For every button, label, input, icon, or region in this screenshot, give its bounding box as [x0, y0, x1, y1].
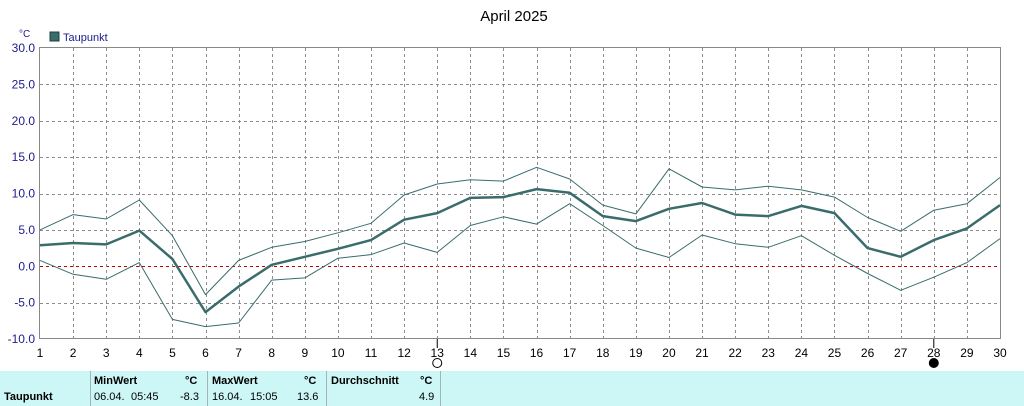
series-line-max [39, 166, 1001, 296]
x-tick-label: 4 [136, 346, 143, 360]
x-tick-label: 1 [37, 346, 44, 360]
x-tick-label: 19 [629, 346, 643, 360]
x-tick-label: 24 [795, 346, 809, 360]
stats-divider [207, 371, 208, 406]
x-tick-label: 7 [235, 346, 242, 360]
min-header: MinWert [94, 375, 138, 387]
x-tick-label: 8 [268, 346, 275, 360]
y-tick-label: 5.0 [18, 223, 35, 237]
x-tick-label: 28 [927, 346, 941, 360]
stats-divider [90, 371, 91, 406]
stats-row-label: Taupunkt [4, 391, 53, 403]
min-time: 05:45 [131, 391, 159, 403]
x-tick-label: 16 [530, 346, 544, 360]
max-header: MaxWert [212, 375, 258, 387]
x-tick-label: 12 [397, 346, 411, 360]
x-tick-label: 13 [431, 346, 445, 360]
y-tick-label: 25.0 [12, 77, 36, 91]
x-tick-label: 29 [960, 346, 974, 360]
x-tick-label: 30 [993, 346, 1007, 360]
min-value: -8.3 [180, 391, 199, 403]
y-tick-label: 15.0 [12, 150, 36, 164]
x-tick-label: 20 [662, 346, 676, 360]
x-tick-label: 10 [331, 346, 345, 360]
x-tick-label: 15 [497, 346, 511, 360]
x-tick-label: 27 [894, 346, 908, 360]
series-lines [39, 166, 1001, 328]
stats-divider [440, 371, 441, 406]
x-tick-label: 5 [169, 346, 176, 360]
series-line-mean [39, 187, 1001, 314]
x-tick-label: 17 [563, 346, 577, 360]
chart-title: April 2025 [480, 8, 548, 25]
avg-unit: °C [420, 375, 433, 387]
x-tick-label: 11 [365, 346, 378, 360]
y-tick-label: 20.0 [12, 114, 36, 128]
x-tick-label: 25 [828, 346, 842, 360]
y-tick-label: -10.0 [8, 332, 36, 346]
x-tick-label: 23 [762, 346, 776, 360]
y-tick-label: -5.0 [14, 296, 35, 310]
y-tick-label: 0.0 [18, 259, 35, 273]
x-tick-label: 2 [70, 346, 77, 360]
min-date: 06.04. [94, 391, 125, 403]
max-value: 13.6 [297, 391, 319, 403]
x-tick-labels: 1 2 3 4 5 6 7 8 9 10 11 12 13 14 15 16 17 18 19 20 21 22 23 24 2… [37, 346, 1007, 360]
dewpoint-chart: April 2025 °C Taupunkt 30.025.020.015.01… [8, 8, 1007, 368]
y-tick-label: 30.0 [12, 41, 36, 55]
x-tick-label: 3 [103, 346, 110, 360]
x-tick-label: 6 [202, 346, 209, 360]
x-tick-label: 22 [728, 346, 742, 360]
avg-value: 4.9 [419, 391, 435, 403]
x-tick-label: 14 [464, 346, 478, 360]
new-moon-marker [928, 358, 939, 368]
series-line-min [39, 203, 1001, 328]
x-tick-label: 21 [695, 346, 709, 360]
min-unit: °C [185, 375, 198, 387]
y-axis-unit: °C [19, 29, 30, 40]
statistics-panel: Taupunkt MinWert °C 06.04. 05:45 -8.3 Ma… [0, 371, 1024, 406]
max-time: 15:05 [250, 391, 278, 403]
full-moon-marker [432, 358, 443, 368]
legend-swatch [49, 31, 60, 42]
avg-header: Durchschnitt [331, 375, 399, 387]
x-tick-label: 9 [301, 346, 308, 360]
x-tick-label: 18 [596, 346, 610, 360]
moon-phase-markers [432, 339, 939, 368]
y-tick-label: 10.0 [12, 187, 36, 201]
max-unit: °C [304, 375, 317, 387]
legend-label: Taupunkt [63, 32, 108, 44]
x-tick-label: 26 [861, 346, 875, 360]
y-tick-labels: 30.0 25.0 20.0 15.0 10.0 5.0 0.0 -5.0 -10.0 [8, 41, 36, 346]
stats-divider [326, 371, 327, 406]
max-date: 16.04. [212, 391, 243, 403]
